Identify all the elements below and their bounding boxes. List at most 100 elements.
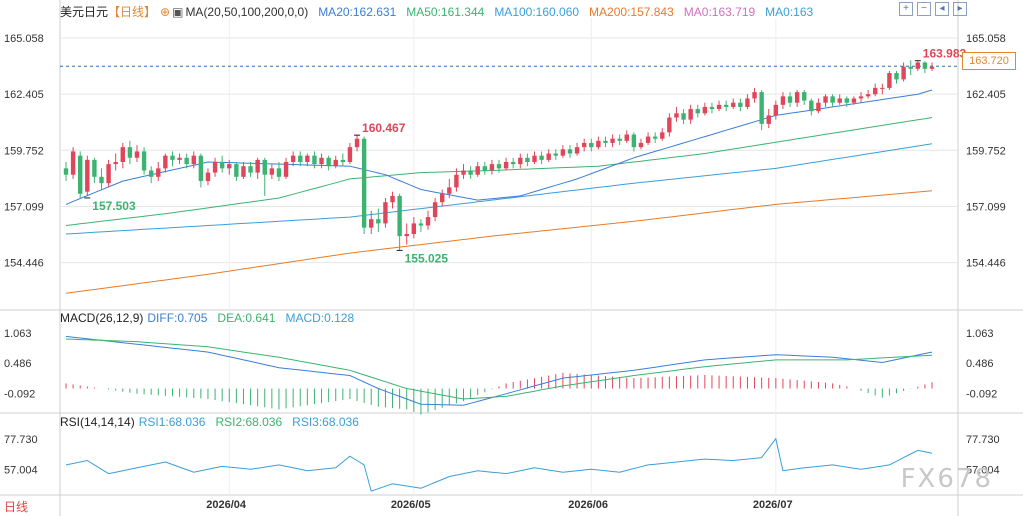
- candle-body: [610, 138, 615, 143]
- candle-body: [127, 147, 133, 158]
- candle-body: [340, 159, 346, 162]
- rsi-tick-label-right: 57.004: [966, 464, 1000, 476]
- zoom-out-icon[interactable]: −: [917, 2, 931, 16]
- candle-body: [241, 166, 246, 177]
- macd-tick-label-right: 1.063: [966, 328, 994, 340]
- candle-body: [915, 62, 921, 69]
- candle-body: [496, 164, 502, 169]
- candle-body: [510, 162, 516, 165]
- ma100-value: MA100:160.060: [494, 5, 580, 19]
- rsi-label: RSI(14,14,14): [60, 415, 135, 429]
- rsi-tick-label-right: 77.730: [966, 434, 1000, 446]
- ma20-value: MA20:162.631: [318, 5, 397, 19]
- candle-body: [667, 117, 672, 133]
- candle-body: [546, 153, 551, 160]
- macd-tick-label-left: -0.092: [4, 388, 35, 400]
- candle-body: [212, 162, 218, 173]
- candle-body: [85, 159, 90, 192]
- candle-body: [383, 202, 388, 224]
- rsi2-value: RSI2:68.036: [215, 415, 283, 429]
- candle-body: [333, 159, 338, 167]
- candle-body: [518, 157, 523, 165]
- candle-body: [894, 73, 899, 80]
- candle-body: [205, 172, 211, 182]
- candle-body: [234, 164, 239, 177]
- low-price-label: 157.503: [92, 199, 136, 213]
- candle-body: [319, 157, 324, 165]
- candle-body: [184, 157, 189, 165]
- macd-header: MACD(26,12,9) DIFF:0.705 DEA:0.641 MACD:0.1…: [60, 311, 364, 325]
- candle-body: [723, 104, 729, 107]
- candle-body: [738, 102, 743, 107]
- high-price-label: 160.467: [362, 121, 406, 135]
- candle-body: [787, 96, 793, 103]
- candle-body: [929, 66, 935, 69]
- candle-body: [830, 96, 835, 103]
- rsi-tick-label-left: 57.004: [4, 464, 38, 476]
- candle-body: [120, 147, 125, 162]
- candle-body: [447, 187, 452, 194]
- candle-body: [163, 155, 168, 169]
- macd-dea: DEA:0.641: [217, 311, 276, 325]
- candle-body: [134, 151, 140, 158]
- candle-body: [219, 162, 225, 169]
- period-tab[interactable]: 日线: [4, 500, 29, 514]
- candle-body: [908, 66, 913, 69]
- current-price-tag: 163.720: [962, 52, 1016, 70]
- candle-body: [780, 96, 786, 105]
- ma200-line: [65, 190, 933, 294]
- macd-label: MACD(26,12,9): [60, 311, 144, 325]
- candle-body: [681, 113, 686, 120]
- candle-body: [851, 98, 857, 103]
- macd-tick-label-left: 0.486: [4, 358, 32, 370]
- ma20-line: [65, 89, 933, 205]
- candle-body: [70, 151, 76, 175]
- price-tick-label-left: 162.405: [4, 89, 44, 101]
- candle-body: [631, 134, 637, 148]
- candle-body: [397, 195, 402, 237]
- price-tick-label-left: 159.752: [4, 145, 44, 157]
- rsi-header: RSI(14,14,14) RSI1:68.036 RSI2:68.036 RSI3:…: [60, 415, 369, 429]
- candle-body: [312, 155, 317, 165]
- time-tick-label: 2026/06: [568, 499, 608, 511]
- candle-body: [596, 140, 601, 148]
- rsi-tick-label-left: 77.730: [4, 434, 38, 446]
- candle-body: [581, 142, 587, 148]
- candle-body: [170, 155, 175, 160]
- candle-body: [574, 147, 580, 154]
- ma-toggle-icon[interactable]: ▣: [172, 5, 184, 19]
- candle-body: [624, 134, 629, 141]
- candle-body: [305, 155, 310, 162]
- candle-body: [248, 166, 253, 173]
- candle-body: [560, 149, 566, 156]
- candle-body: [276, 168, 282, 177]
- toolbar: + − ◂ ▸: [899, 2, 967, 16]
- candle-body: [823, 96, 828, 103]
- candle-body: [617, 138, 622, 141]
- zoom-in-icon[interactable]: +: [899, 2, 913, 16]
- macd-dea-line: [65, 338, 933, 400]
- watermark: FX678: [900, 464, 993, 494]
- scroll-right-icon[interactable]: ▸: [953, 2, 967, 16]
- price-tick-label-right: 159.752: [966, 145, 1006, 157]
- settings-icon[interactable]: ⊕: [160, 5, 171, 19]
- candle-body: [298, 155, 303, 162]
- candle-body: [411, 223, 417, 234]
- candle-body: [759, 92, 764, 124]
- period-label[interactable]: 【日线】: [108, 5, 157, 19]
- candle-body: [837, 98, 842, 103]
- candle-body: [354, 138, 360, 148]
- price-tick-label-right: 157.099: [966, 201, 1006, 213]
- price-header: 美元日元【日线】 ⊕ ▣ MA(20,50,100,200,0,0) MA20:162.…: [60, 3, 823, 20]
- candle-body: [198, 155, 204, 182]
- candle-body: [652, 136, 658, 139]
- scroll-left-icon[interactable]: ◂: [935, 2, 949, 16]
- candle-body: [227, 164, 232, 169]
- candle-body: [773, 104, 779, 116]
- candle-body: [92, 159, 97, 177]
- candle-body: [752, 92, 757, 99]
- candle-body: [532, 155, 537, 162]
- candle-body: [440, 193, 445, 203]
- candle-body: [106, 164, 111, 184]
